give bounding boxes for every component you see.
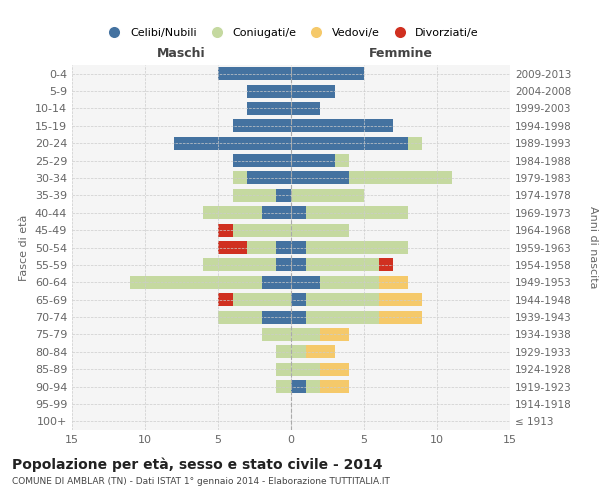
Bar — [277, 380, 291, 393]
Bar — [130, 276, 262, 289]
Bar — [291, 380, 305, 393]
Y-axis label: Anni di nascita: Anni di nascita — [588, 206, 598, 289]
Bar — [291, 346, 305, 358]
Bar — [247, 102, 291, 115]
Bar — [233, 224, 291, 236]
Legend: Celibi/Nubili, Coniugati/e, Vedovi/e, Divorziati/e: Celibi/Nubili, Coniugati/e, Vedovi/e, Di… — [99, 23, 483, 42]
Bar — [247, 84, 291, 98]
Bar — [277, 258, 291, 272]
Text: Maschi: Maschi — [157, 47, 206, 60]
Bar — [291, 189, 364, 202]
Bar — [320, 380, 349, 393]
Bar — [305, 310, 379, 324]
Bar — [291, 293, 305, 306]
Bar — [218, 224, 233, 236]
Bar — [305, 380, 320, 393]
Bar — [277, 362, 291, 376]
Bar — [379, 276, 408, 289]
Bar — [277, 189, 291, 202]
Bar — [320, 276, 379, 289]
Bar — [305, 258, 379, 272]
Bar — [203, 206, 262, 220]
Bar — [291, 84, 335, 98]
Bar — [379, 258, 393, 272]
Bar — [291, 362, 320, 376]
Bar — [218, 241, 247, 254]
Bar — [291, 206, 305, 220]
Bar — [247, 172, 291, 184]
Bar — [305, 293, 379, 306]
Y-axis label: Fasce di età: Fasce di età — [19, 214, 29, 280]
Bar — [218, 293, 233, 306]
Bar — [291, 258, 305, 272]
Text: Femmine: Femmine — [368, 47, 433, 60]
Bar — [291, 276, 320, 289]
Bar — [233, 120, 291, 132]
Bar — [379, 293, 422, 306]
Bar — [174, 136, 291, 149]
Bar — [233, 189, 277, 202]
Bar — [291, 328, 320, 341]
Bar — [291, 136, 408, 149]
Bar — [379, 310, 422, 324]
Bar — [349, 172, 452, 184]
Bar — [262, 206, 291, 220]
Bar — [247, 241, 277, 254]
Bar — [233, 293, 291, 306]
Bar — [320, 362, 349, 376]
Bar — [408, 136, 422, 149]
Bar — [277, 241, 291, 254]
Bar — [291, 310, 305, 324]
Text: COMUNE DI AMBLAR (TN) - Dati ISTAT 1° gennaio 2014 - Elaborazione TUTTITALIA.IT: COMUNE DI AMBLAR (TN) - Dati ISTAT 1° ge… — [12, 478, 390, 486]
Bar — [233, 154, 291, 167]
Text: Popolazione per età, sesso e stato civile - 2014: Popolazione per età, sesso e stato civil… — [12, 458, 383, 472]
Bar — [305, 346, 335, 358]
Bar — [291, 154, 335, 167]
Bar — [305, 206, 408, 220]
Bar — [203, 258, 277, 272]
Bar — [277, 346, 291, 358]
Bar — [291, 102, 320, 115]
Bar — [291, 224, 349, 236]
Bar — [218, 310, 262, 324]
Bar — [291, 241, 305, 254]
Bar — [218, 67, 291, 80]
Bar — [233, 172, 247, 184]
Bar — [305, 241, 408, 254]
Bar — [291, 67, 364, 80]
Bar — [262, 276, 291, 289]
Bar — [291, 172, 349, 184]
Bar — [320, 328, 349, 341]
Bar — [335, 154, 349, 167]
Bar — [262, 310, 291, 324]
Bar — [291, 120, 393, 132]
Bar — [262, 328, 291, 341]
